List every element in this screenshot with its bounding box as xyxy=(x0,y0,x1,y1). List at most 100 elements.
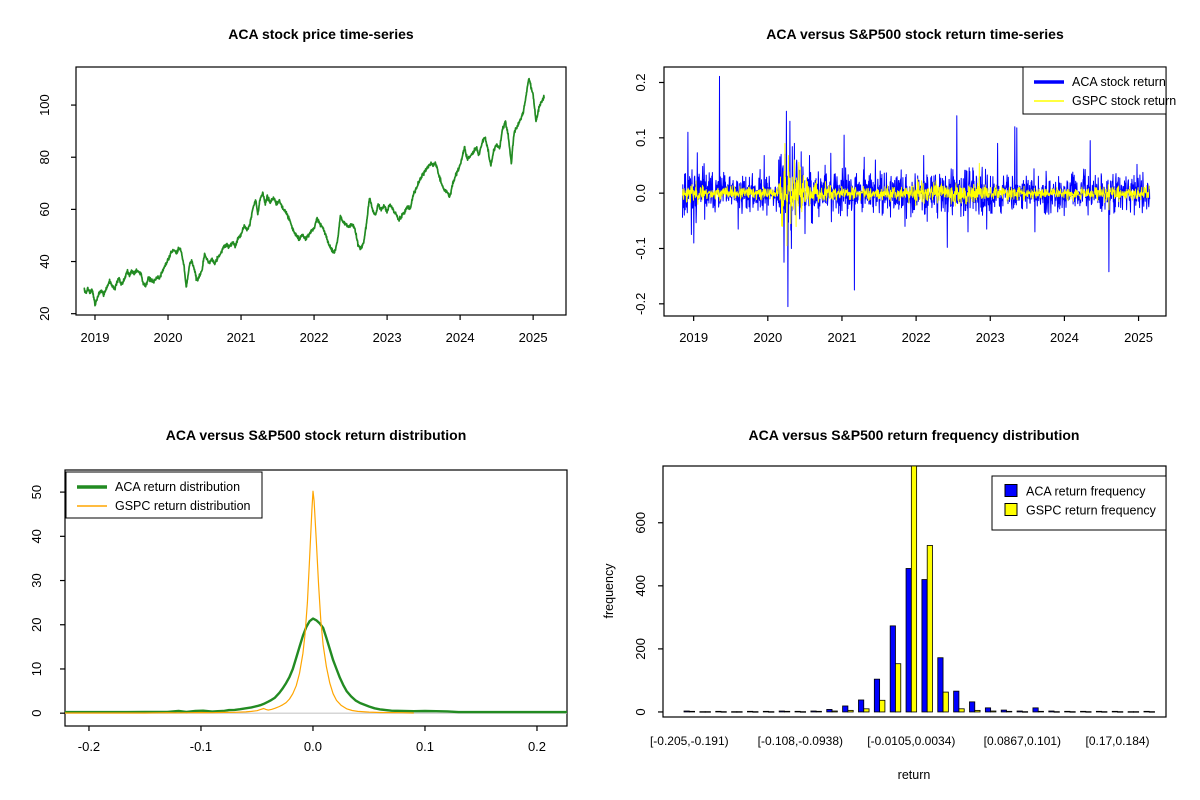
histogram-bar-aca xyxy=(953,690,960,713)
x-axis-tick-label: 2023 xyxy=(373,330,402,345)
x-axis-title: return xyxy=(898,768,931,782)
histogram-bar-aca xyxy=(1064,710,1071,713)
histogram-bar-gspc xyxy=(768,711,775,713)
y-axis-tick-label: 200 xyxy=(633,638,648,660)
histogram-bar-aca xyxy=(1143,710,1150,713)
histogram-bar-aca xyxy=(1000,709,1007,713)
histogram-bar-gspc xyxy=(974,709,981,713)
x-axis-tick-label: 2021 xyxy=(828,330,857,345)
gspc-return-distribution-line xyxy=(65,490,414,714)
legend-label: GSPC return distribution xyxy=(115,499,251,513)
chart-title-histogram: ACA versus S&P500 return frequency distr… xyxy=(748,427,1080,443)
y-axis-tick-label: 80 xyxy=(37,150,52,164)
y-axis-title: frequency xyxy=(602,563,616,619)
y-axis-tick-label: 20 xyxy=(29,618,44,632)
x-axis-tick-label: 2022 xyxy=(300,330,329,345)
legend-swatch xyxy=(1004,484,1018,497)
y-axis-tick-label: 30 xyxy=(29,573,44,587)
histogram-bar-aca xyxy=(984,707,992,713)
x-axis-tick-label: 0.1 xyxy=(416,739,434,754)
histogram-bar-aca xyxy=(1032,707,1039,713)
x-axis-tick-label: 2023 xyxy=(976,330,1005,345)
legend-label: ACA stock return xyxy=(1072,75,1166,89)
y-axis-tick-label: 40 xyxy=(37,254,52,268)
histogram-bar-gspc xyxy=(1117,711,1124,713)
y-axis-tick-label: 50 xyxy=(29,485,44,499)
histogram-bar-aca xyxy=(762,710,770,713)
y-axis-tick-label: 600 xyxy=(633,512,648,534)
aca-return-distribution-line xyxy=(65,617,567,714)
histogram-bar-gspc xyxy=(1006,710,1013,713)
histogram-bar-aca xyxy=(858,699,865,713)
x-axis-bin-label: [-0.108,-0.0938) xyxy=(758,734,843,748)
histogram-bar-gspc xyxy=(688,710,696,713)
legend-label: GSPC return frequency xyxy=(1026,504,1157,518)
aca-price-line xyxy=(83,77,545,307)
x-axis-tick-label: 2020 xyxy=(154,330,183,345)
y-axis-tick-label: -0.1 xyxy=(633,237,648,259)
histogram-bar-gspc xyxy=(942,691,949,713)
histogram-bar-aca xyxy=(715,710,722,713)
legend-box-density xyxy=(65,471,263,519)
histogram-bar-aca xyxy=(1111,710,1118,713)
histogram-bar-gspc xyxy=(1148,711,1155,713)
chart-title-price: ACA stock price time-series xyxy=(228,26,414,42)
histogram-bar-aca xyxy=(889,625,896,713)
x-axis-tick-label: 0.2 xyxy=(528,739,546,754)
chart-title-returns: ACA versus S&P500 stock return time-seri… xyxy=(766,26,1064,42)
histogram-bar-gspc xyxy=(1101,711,1108,713)
histogram-bar-gspc xyxy=(720,711,727,713)
histogram-bar-aca xyxy=(778,710,785,713)
histogram-bar-aca xyxy=(731,711,738,713)
legend-box-histogram xyxy=(991,475,1167,531)
chart-title-density: ACA versus S&P500 stock return distribut… xyxy=(165,427,467,443)
plot-box xyxy=(75,66,567,316)
histogram-bar-aca xyxy=(1048,710,1055,713)
histogram-bar-gspc xyxy=(1069,711,1076,713)
x-axis-tick-label: 2022 xyxy=(902,330,931,345)
x-axis-tick-label: -0.2 xyxy=(78,739,100,754)
y-axis-tick-label: 60 xyxy=(37,202,52,216)
histogram-bar-aca xyxy=(921,579,928,713)
histogram-bar-gspc xyxy=(1021,711,1029,713)
x-axis-bin-label: [0.0867,0.101) xyxy=(984,734,1061,748)
y-axis-tick-label: 40 xyxy=(29,529,44,543)
x-axis-bin-label: [-0.205,-0.191) xyxy=(650,734,729,748)
histogram-bar-gspc xyxy=(815,710,822,713)
x-axis-tick-label: 2019 xyxy=(679,330,708,345)
histogram-bar-aca xyxy=(810,710,817,713)
y-axis-tick-label: 400 xyxy=(633,575,648,597)
histogram-bar-gspc xyxy=(926,545,933,713)
y-axis-tick-label: 0.1 xyxy=(633,129,648,147)
x-axis-tick-label: 2019 xyxy=(81,330,110,345)
histogram-bar-gspc xyxy=(847,709,854,713)
histogram-bar-gspc xyxy=(784,710,791,713)
panel-returns-chart: 2019 2020 2021 2022 2023 2024 2025 -0.2 -0.1 0.0 0… xyxy=(633,66,1176,345)
x-axis-tick-label: 2024 xyxy=(446,330,475,345)
legend-label: ACA return frequency xyxy=(1026,485,1146,499)
histogram-bar-gspc xyxy=(1085,711,1092,713)
histogram-bar-aca xyxy=(699,711,706,713)
gspc-stock-return-line xyxy=(682,142,1151,247)
x-axis-tick-label: -0.1 xyxy=(190,739,212,754)
legend-label: GSPC stock return xyxy=(1072,94,1176,108)
y-axis-tick-label: 0 xyxy=(29,710,44,717)
histogram-bar-aca xyxy=(842,705,849,713)
plot-box xyxy=(64,469,568,727)
histogram-bar-aca xyxy=(1127,711,1134,713)
legend-label: ACA return distribution xyxy=(115,480,240,494)
histogram-bar-gspc xyxy=(831,710,838,713)
histogram-bar-aca xyxy=(1095,710,1103,713)
panel-density-chart: -0.2 -0.1 0.0 0.1 0.2 0 10 20 30 40 50 ACA return d… xyxy=(29,469,568,754)
legend-box-returns xyxy=(1022,66,1167,115)
histogram-bar-aca xyxy=(1016,710,1023,713)
histogram-bar-gspc xyxy=(1037,710,1044,713)
histogram-bar-gspc xyxy=(736,711,743,713)
plot-box xyxy=(663,66,1167,317)
histogram-bar-gspc xyxy=(799,711,807,713)
y-axis-tick-label: 100 xyxy=(37,94,52,116)
histogram-bar-gspc xyxy=(990,710,997,713)
panel-histogram-chart: 0 200 400 600 [-0.205,-0.191) [-0.108,-0.0938… xyxy=(602,465,1167,782)
histogram-bar-aca xyxy=(826,709,833,713)
